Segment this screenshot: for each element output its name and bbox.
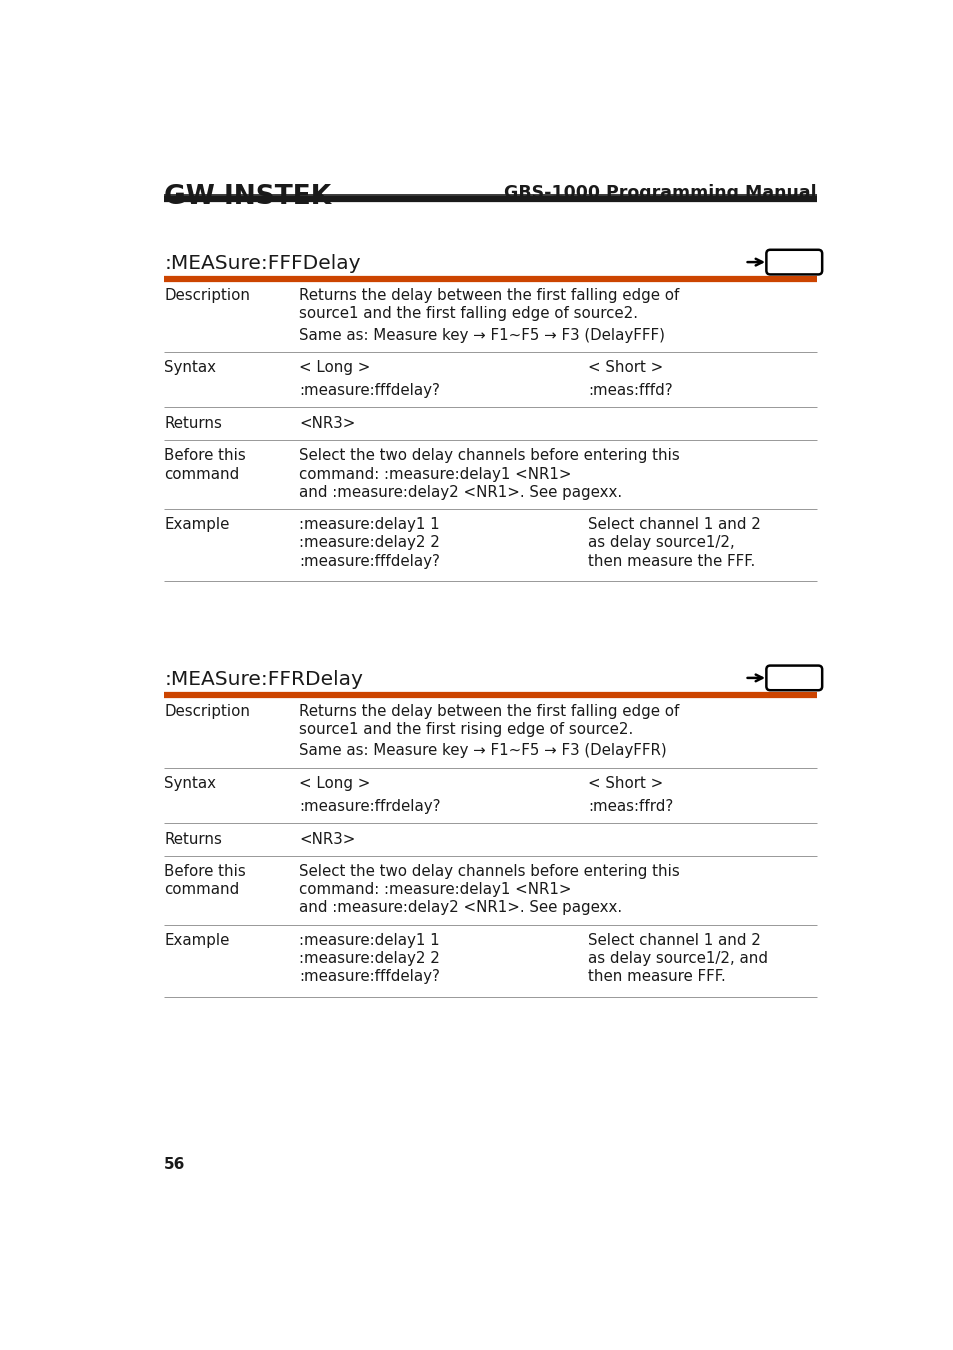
Text: 56: 56 xyxy=(164,1157,186,1172)
Text: Syntax: Syntax xyxy=(164,776,216,791)
Text: GW INSTEK: GW INSTEK xyxy=(164,184,331,209)
Text: Description: Description xyxy=(164,705,250,720)
Text: source1 and the first falling edge of source2.: source1 and the first falling edge of so… xyxy=(298,306,638,321)
Text: and :measure:delay2 <NR1>. See pagexx.: and :measure:delay2 <NR1>. See pagexx. xyxy=(298,485,621,500)
Text: < Long >: < Long > xyxy=(298,776,370,791)
Text: GBS-1000 Programming Manual: GBS-1000 Programming Manual xyxy=(503,184,816,201)
Text: Before this: Before this xyxy=(164,864,246,879)
Text: Select the two delay channels before entering this: Select the two delay channels before ent… xyxy=(298,864,679,879)
Text: Example: Example xyxy=(164,517,230,532)
Text: <NR3>: <NR3> xyxy=(298,416,355,431)
Text: :measure:fffdelay?: :measure:fffdelay? xyxy=(298,383,439,398)
Text: :measure:delay1 1: :measure:delay1 1 xyxy=(298,933,439,948)
Text: Returns the delay between the first falling edge of: Returns the delay between the first fall… xyxy=(298,705,679,720)
Text: :meas:ffrd?: :meas:ffrd? xyxy=(587,799,673,814)
Text: command: :measure:delay1 <NR1>: command: :measure:delay1 <NR1> xyxy=(298,883,571,898)
Text: :measure:delay2 2: :measure:delay2 2 xyxy=(298,952,439,967)
Text: command: command xyxy=(164,467,239,482)
Text: source1 and the first rising edge of source2.: source1 and the first rising edge of sou… xyxy=(298,722,633,737)
Text: :meas:fffd?: :meas:fffd? xyxy=(587,383,672,398)
Text: Select channel 1 and 2: Select channel 1 and 2 xyxy=(587,933,760,948)
Text: :measure:fffdelay?: :measure:fffdelay? xyxy=(298,554,439,568)
Text: < Short >: < Short > xyxy=(587,360,662,375)
Text: Same as: Measure key → F1~F5 → F3 (DelayFFF): Same as: Measure key → F1~F5 → F3 (Delay… xyxy=(298,328,664,343)
Text: :measure:fffdelay?: :measure:fffdelay? xyxy=(298,969,439,984)
Text: Returns: Returns xyxy=(164,832,222,846)
Text: as delay source1/2,: as delay source1/2, xyxy=(587,536,734,551)
Text: Syntax: Syntax xyxy=(164,360,216,375)
Text: command: command xyxy=(164,883,239,898)
Text: Example: Example xyxy=(164,933,230,948)
Text: Before this: Before this xyxy=(164,448,246,463)
Text: < Long >: < Long > xyxy=(298,360,370,375)
Text: :measure:delay2 2: :measure:delay2 2 xyxy=(298,536,439,551)
Text: <NR3>: <NR3> xyxy=(298,832,355,846)
Text: Select channel 1 and 2: Select channel 1 and 2 xyxy=(587,517,760,532)
FancyBboxPatch shape xyxy=(765,250,821,274)
Text: and :measure:delay2 <NR1>. See pagexx.: and :measure:delay2 <NR1>. See pagexx. xyxy=(298,900,621,915)
Text: Returns the delay between the first falling edge of: Returns the delay between the first fall… xyxy=(298,289,679,304)
Text: :measure:ffrdelay?: :measure:ffrdelay? xyxy=(298,799,440,814)
Text: Returns: Returns xyxy=(164,416,222,431)
Text: :measure:delay1 1: :measure:delay1 1 xyxy=(298,517,439,532)
Text: command: :measure:delay1 <NR1>: command: :measure:delay1 <NR1> xyxy=(298,467,571,482)
Text: :MEASure:FFFDelay: :MEASure:FFFDelay xyxy=(164,254,360,274)
Text: :MEASure:FFRDelay: :MEASure:FFRDelay xyxy=(164,670,363,690)
Text: Same as: Measure key → F1~F5 → F3 (DelayFFR): Same as: Measure key → F1~F5 → F3 (Delay… xyxy=(298,744,666,759)
Text: Select the two delay channels before entering this: Select the two delay channels before ent… xyxy=(298,448,679,463)
Text: then measure FFF.: then measure FFF. xyxy=(587,969,725,984)
FancyBboxPatch shape xyxy=(765,666,821,690)
Text: then measure the FFF.: then measure the FFF. xyxy=(587,554,755,568)
Text: as delay source1/2, and: as delay source1/2, and xyxy=(587,952,767,967)
Text: < Short >: < Short > xyxy=(587,776,662,791)
Text: Description: Description xyxy=(164,289,250,304)
